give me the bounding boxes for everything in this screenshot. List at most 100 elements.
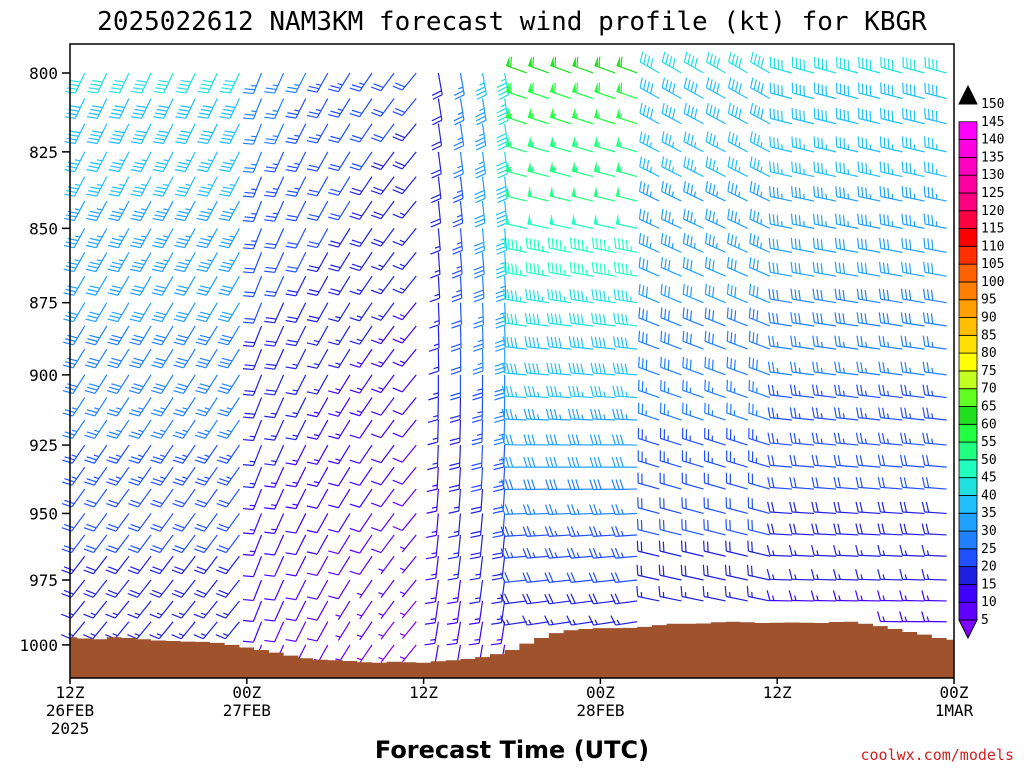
colorbar-label: 110 <box>981 239 1004 254</box>
wind-barb <box>172 513 196 532</box>
wind-barb <box>172 466 196 486</box>
wind-barb <box>370 325 395 345</box>
wind-barb <box>833 477 859 490</box>
wind-barb <box>285 488 307 510</box>
wind-barb <box>473 302 485 329</box>
wind-barb <box>877 569 903 581</box>
wind-barb <box>923 261 947 277</box>
wind-barb <box>242 98 263 120</box>
colorbar-swatch <box>958 406 978 425</box>
wind-barb <box>197 151 218 173</box>
wind-barb <box>566 547 594 559</box>
wind-barb <box>195 348 218 369</box>
wind-barb <box>242 488 263 511</box>
wind-barb <box>447 534 462 560</box>
colorbar-swatch <box>958 156 978 176</box>
wind-barb <box>392 513 417 532</box>
wind-barb <box>547 288 572 304</box>
wind-barb <box>549 107 572 125</box>
wind-barb <box>899 501 925 515</box>
wind-barb <box>174 200 196 222</box>
wind-barb <box>426 488 439 514</box>
wind-barb <box>496 72 510 100</box>
wind-barb <box>130 151 152 173</box>
wind-barb <box>766 569 792 581</box>
wind-barb <box>856 312 881 327</box>
wind-barb <box>659 402 682 421</box>
wind-barb <box>899 477 925 490</box>
wind-barb <box>175 123 196 145</box>
chart-title: 2025022612 NAM3KM forecast wind profile … <box>97 7 927 37</box>
colorbar-swatch <box>958 317 978 336</box>
wind-barb <box>500 504 527 515</box>
wind-barb <box>172 444 196 464</box>
wind-barb <box>727 181 748 202</box>
wind-barb <box>705 77 726 100</box>
wind-barb <box>85 302 108 323</box>
wind-barb <box>705 181 726 202</box>
wind-barb <box>790 288 815 304</box>
wind-barb <box>615 161 638 178</box>
wind-barb <box>639 51 660 74</box>
wind-barb <box>215 600 240 619</box>
wind-barb <box>921 477 947 490</box>
wind-barb <box>129 348 152 369</box>
wind-barb <box>196 176 218 197</box>
wind-barb <box>399 600 417 619</box>
wind-barb <box>833 407 859 421</box>
colorbar-min-arrow <box>958 619 978 640</box>
wind-barb <box>590 362 616 376</box>
wind-barb <box>768 261 793 277</box>
wind-barb <box>682 256 704 277</box>
x-tick-label: 00Z <box>232 683 261 702</box>
wind-barb <box>61 555 86 575</box>
y-tick-label: 925 <box>29 436 58 455</box>
wind-barb <box>769 108 793 125</box>
x-tick-label: 27FEB <box>223 701 271 720</box>
wind-barb <box>470 513 484 539</box>
wind-barb <box>264 325 285 347</box>
wind-barb <box>705 51 726 74</box>
wind-barb <box>923 237 947 253</box>
wind-barb <box>726 307 748 327</box>
wind-barb <box>63 228 86 249</box>
wind-barb <box>611 526 638 537</box>
wind-barb <box>769 161 793 178</box>
wind-barb <box>683 208 704 229</box>
wind-barb <box>659 428 682 446</box>
wind-barb <box>349 555 373 576</box>
wind-barb <box>899 611 925 623</box>
colorbar-label: 25 <box>981 542 997 557</box>
wind-barb <box>328 397 351 417</box>
wind-barb <box>83 621 108 640</box>
wind-barb <box>788 590 815 602</box>
wind-barb <box>834 312 859 327</box>
wind-barb <box>835 186 859 202</box>
wind-barb <box>392 123 417 142</box>
wind-barb <box>923 288 947 304</box>
wind-barb <box>197 98 218 119</box>
wind-barb <box>108 200 130 222</box>
wind-barb <box>588 615 616 626</box>
wind-barb <box>449 397 462 423</box>
wind-barb <box>264 374 285 396</box>
wind-barb <box>810 590 837 602</box>
wind-barb <box>349 325 373 345</box>
wind-barb <box>306 579 329 600</box>
wind-barb <box>172 534 196 554</box>
wind-barb <box>86 151 108 173</box>
wind-barb <box>370 252 395 271</box>
wind-barb <box>594 81 616 100</box>
wind-barb <box>524 312 549 327</box>
wind-barb <box>879 136 903 153</box>
wind-barb <box>130 200 152 222</box>
wind-barb <box>349 275 373 295</box>
wind-barb <box>285 534 307 556</box>
wind-barb <box>835 213 859 229</box>
wind-barb <box>525 237 549 253</box>
wind-barb <box>766 523 792 536</box>
wind-barb <box>790 237 815 253</box>
wind-barb <box>832 590 859 602</box>
wind-barb <box>902 56 925 74</box>
wind-barb <box>589 434 616 446</box>
